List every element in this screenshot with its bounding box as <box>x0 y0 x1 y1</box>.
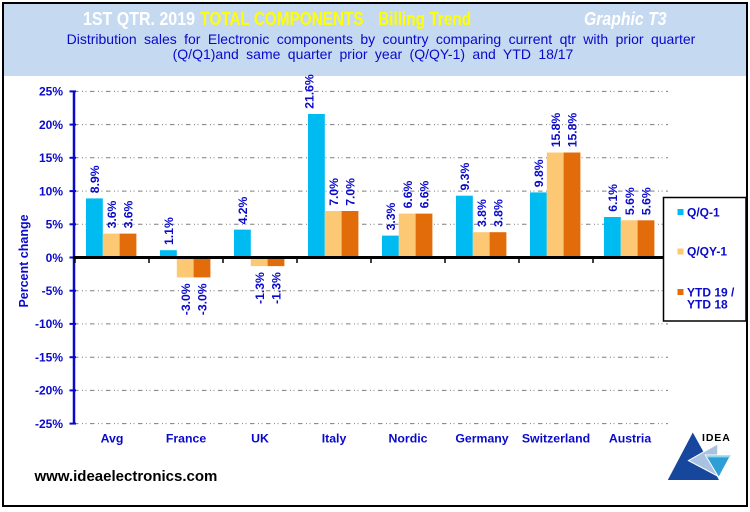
svg-text:-3.0%: -3.0% <box>179 283 193 315</box>
svg-text:5%: 5% <box>46 218 64 232</box>
svg-text:9.3%: 9.3% <box>458 163 472 191</box>
svg-text:www.ideaelectronics.com: www.ideaelectronics.com <box>34 468 218 485</box>
svg-text:Q/Q-1: Q/Q-1 <box>687 205 720 219</box>
svg-text:Billing Trend: Billing Trend <box>378 9 471 29</box>
svg-text:10%: 10% <box>39 184 63 198</box>
svg-text:4.2%: 4.2% <box>236 196 250 224</box>
svg-text:-1.3%: -1.3% <box>253 272 267 304</box>
svg-text:-10%: -10% <box>35 317 63 331</box>
svg-text:Avg: Avg <box>101 431 124 445</box>
svg-text:UK: UK <box>251 431 269 445</box>
svg-text:5.6%: 5.6% <box>623 187 637 215</box>
svg-text:5.6%: 5.6% <box>640 187 654 215</box>
svg-text:3.3%: 3.3% <box>384 202 398 230</box>
svg-text:25%: 25% <box>39 85 63 99</box>
svg-text:IDEA: IDEA <box>702 432 731 444</box>
svg-text:1.1%: 1.1% <box>162 217 176 245</box>
svg-text:Italy: Italy <box>322 431 347 445</box>
svg-text:21.6%: 21.6% <box>303 74 317 109</box>
svg-text:TOTAL COMPONENTS: TOTAL COMPONENTS <box>200 9 363 29</box>
svg-text:Austria: Austria <box>609 431 652 445</box>
svg-text:20%: 20% <box>39 118 63 132</box>
svg-text:15.8%: 15.8% <box>549 113 563 148</box>
svg-text:7.0%: 7.0% <box>344 178 358 206</box>
svg-text:-3.0%: -3.0% <box>196 283 210 315</box>
svg-text:1ST QTR. 2019: 1ST QTR. 2019 <box>83 9 195 29</box>
svg-text:YTD 18: YTD 18 <box>687 297 728 311</box>
svg-text:15%: 15% <box>39 151 63 165</box>
svg-text:-5%: -5% <box>42 284 64 298</box>
svg-text:0%: 0% <box>46 251 64 265</box>
svg-text:Distribution sales for Electro: Distribution sales for Electronic compon… <box>67 31 696 47</box>
svg-text:-15%: -15% <box>35 351 63 365</box>
svg-text:YTD 19 /: YTD 19 / <box>687 285 735 299</box>
svg-text:Graphic T3: Graphic T3 <box>584 9 667 29</box>
svg-text:-1.3%: -1.3% <box>270 272 284 304</box>
svg-text:3.6%: 3.6% <box>122 200 136 228</box>
svg-text:6.6%: 6.6% <box>418 180 432 208</box>
svg-text:(Q/Q1)and same quarter prior y: (Q/Q1)and same quarter prior year (Q/QY-… <box>173 46 574 62</box>
svg-text:9.8%: 9.8% <box>532 159 546 187</box>
svg-text:Nordic: Nordic <box>389 431 428 445</box>
svg-text:Percent change: Percent change <box>17 214 31 307</box>
svg-text:Switzerland: Switzerland <box>522 431 590 445</box>
svg-text:6.1%: 6.1% <box>606 184 620 212</box>
svg-text:15.8%: 15.8% <box>566 113 580 148</box>
svg-text:Q/QY-1: Q/QY-1 <box>687 245 727 259</box>
svg-text:7.0%: 7.0% <box>327 178 341 206</box>
svg-text:3.8%: 3.8% <box>475 199 489 227</box>
svg-text:8.9%: 8.9% <box>88 165 102 193</box>
svg-text:Germany: Germany <box>455 431 508 445</box>
svg-text:6.6%: 6.6% <box>401 180 415 208</box>
svg-text:France: France <box>166 431 206 445</box>
svg-text:-25%: -25% <box>35 417 63 431</box>
svg-text:3.6%: 3.6% <box>105 200 119 228</box>
svg-text:3.8%: 3.8% <box>492 199 506 227</box>
svg-text:-20%: -20% <box>35 384 63 398</box>
